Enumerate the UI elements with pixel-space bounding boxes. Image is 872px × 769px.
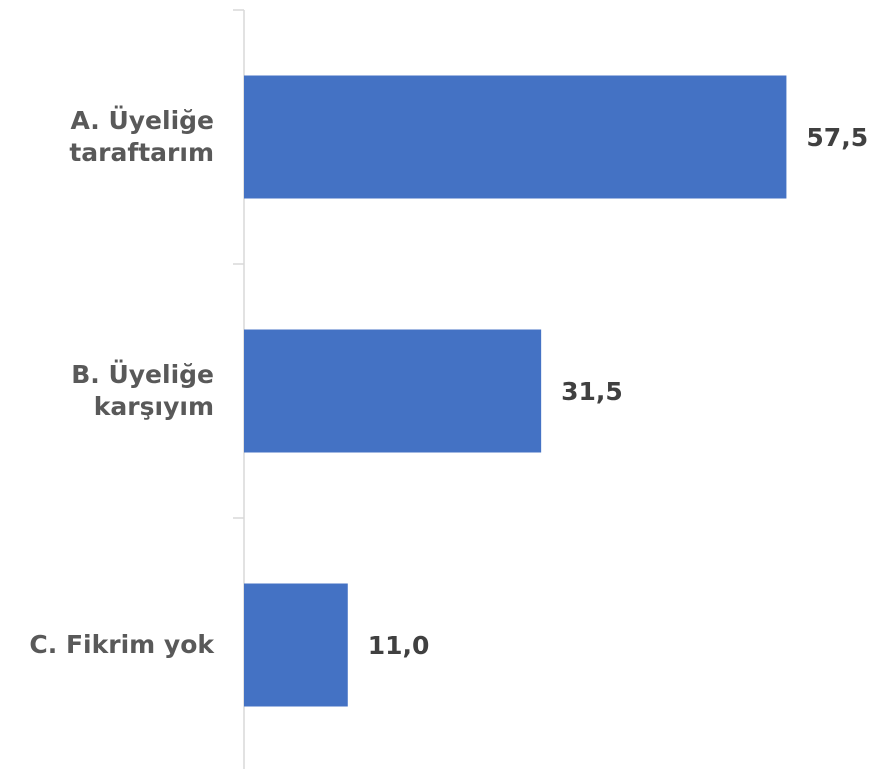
category-label: A. Üyeliğe taraftarım: [69, 106, 214, 167]
category-label: C. Fikrim yok: [29, 630, 214, 659]
bar: [244, 329, 542, 453]
value-label: 31,5: [561, 377, 623, 406]
value-label: 57,5: [806, 123, 868, 152]
value-label: 11,0: [368, 631, 430, 660]
bar: [244, 75, 787, 199]
category-label: B. Üyeliğe karşıyım: [71, 360, 214, 421]
bar: [244, 583, 348, 707]
